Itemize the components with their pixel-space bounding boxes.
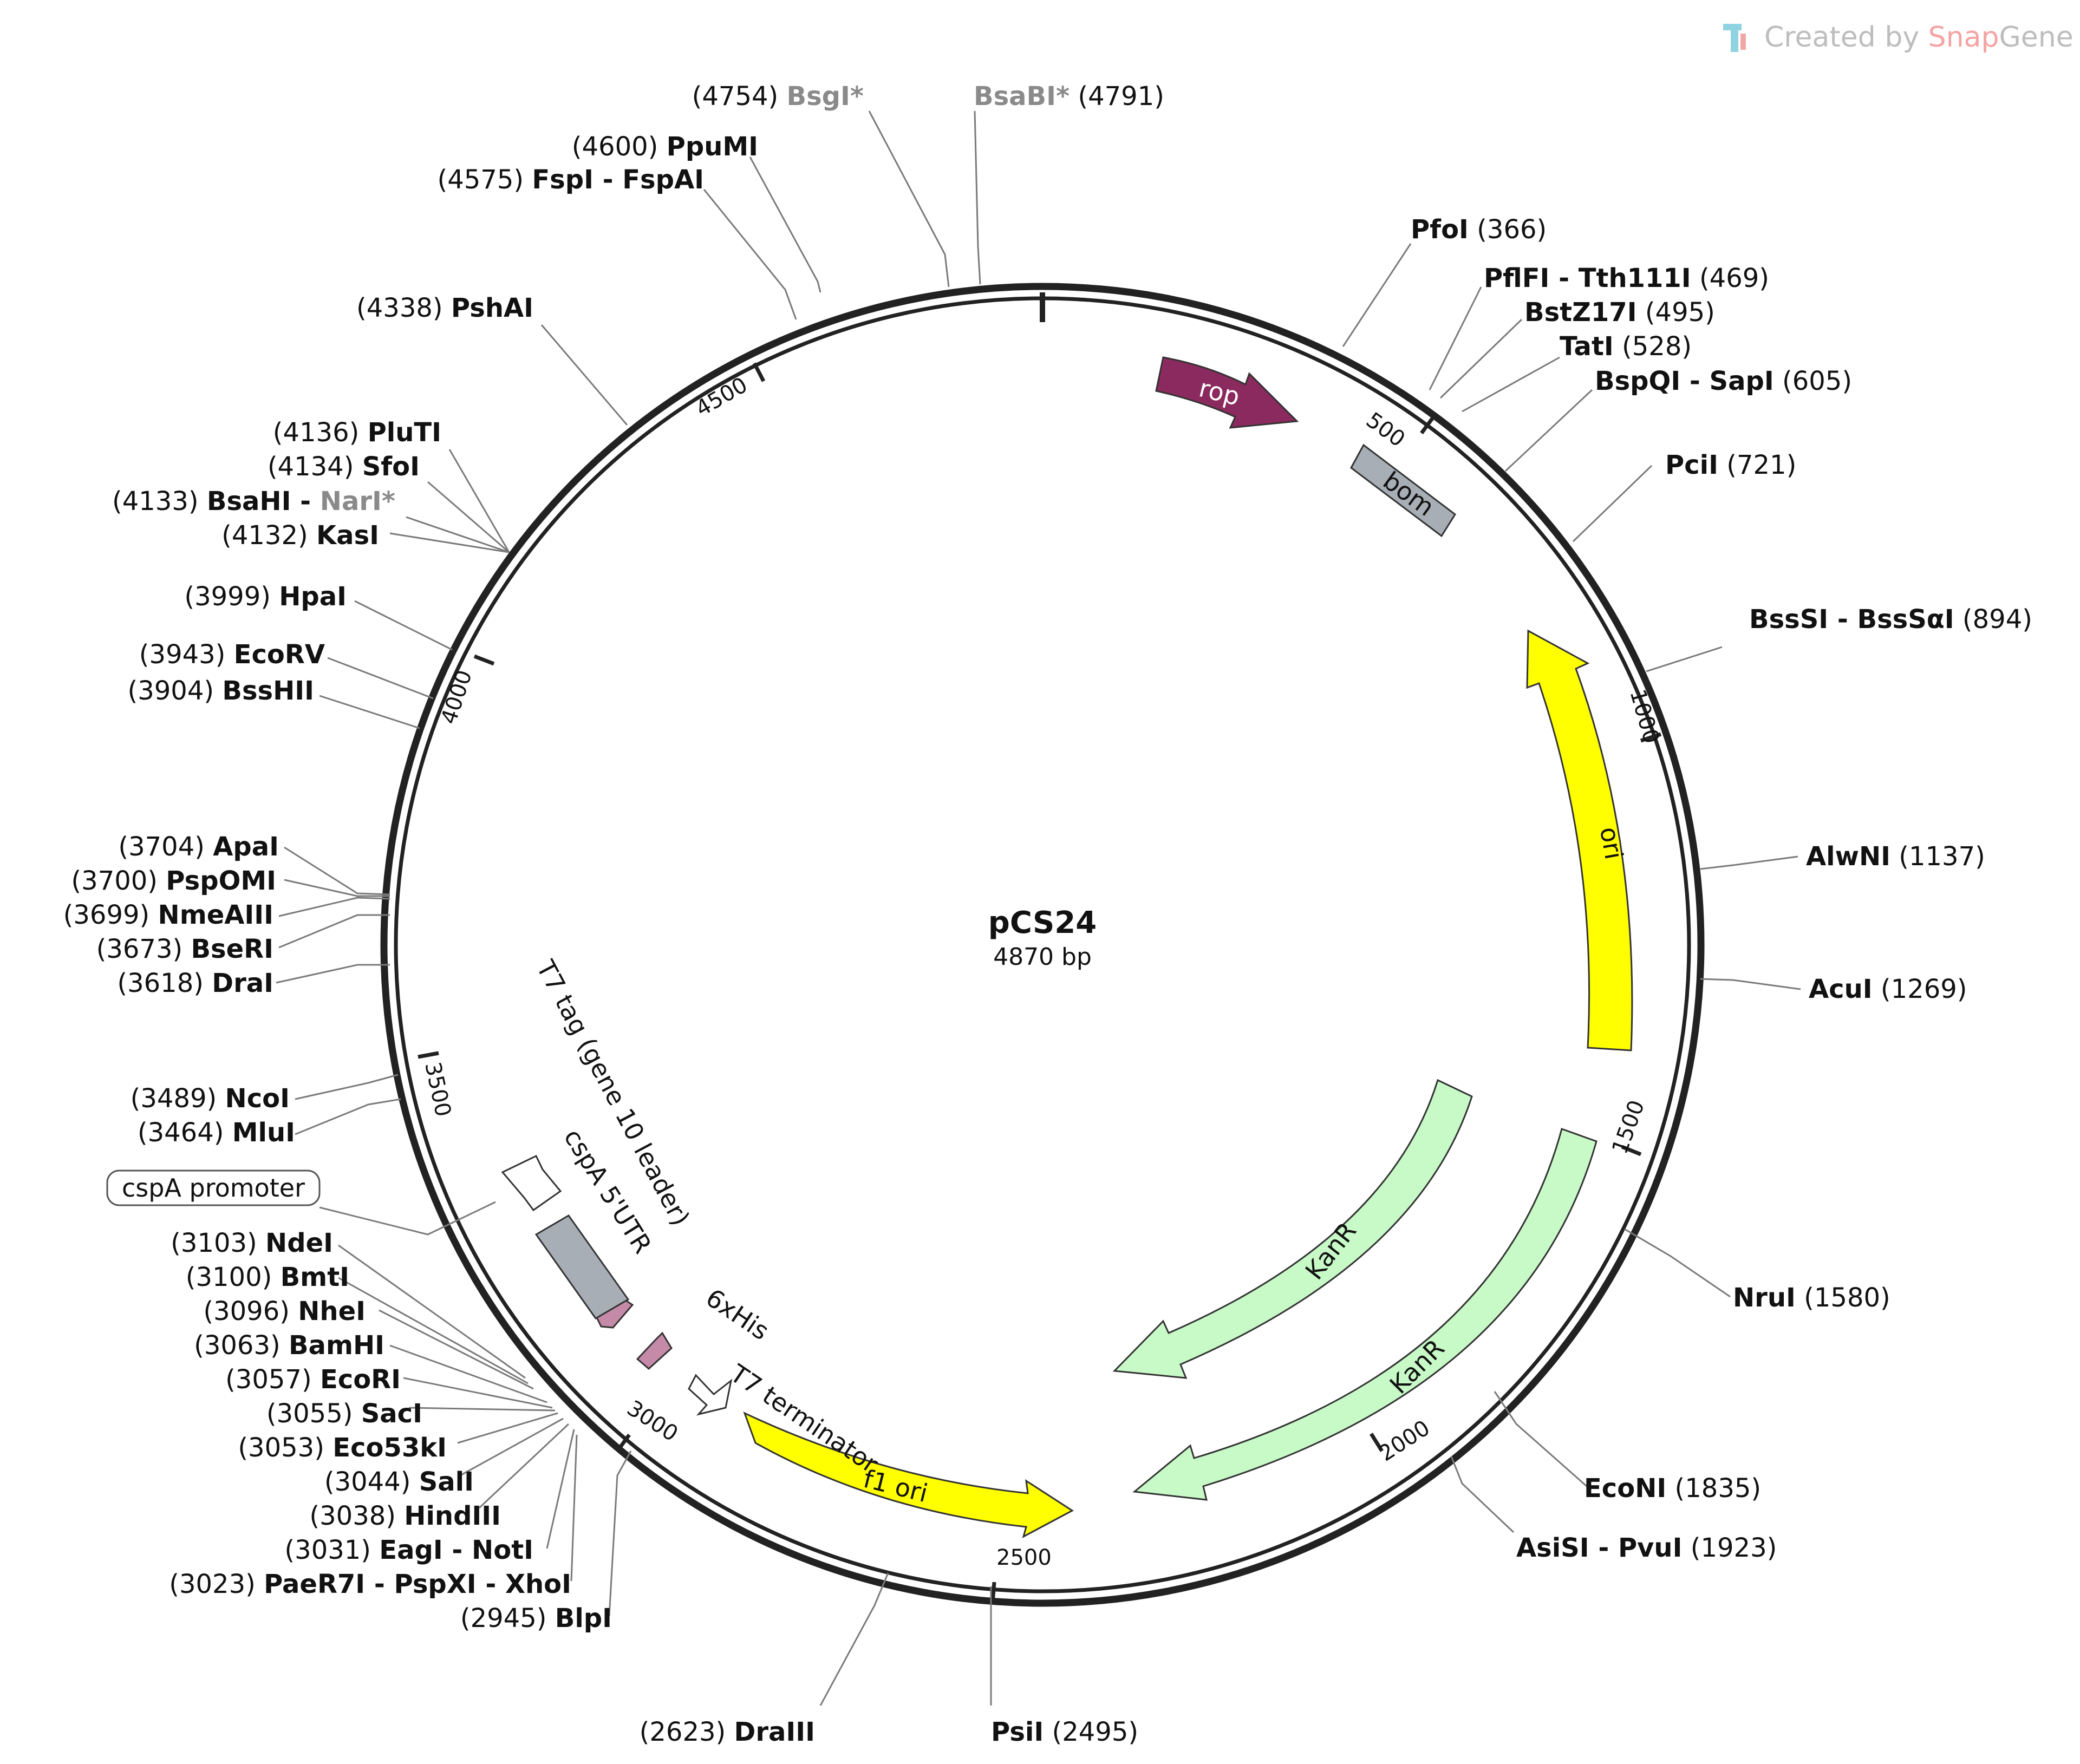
enzyme-eco53ki: (3053) Eco53kI — [238, 1433, 447, 1463]
scale-ticks: 500 1000 1500 2000 2500 3000 3500 4000 4… — [418, 362, 1664, 1603]
enzyme-bamhi: (3063) BamHI — [194, 1330, 384, 1361]
enzyme-paer7i: (3023) PaeR7I - PspXI - XhoI — [169, 1569, 571, 1599]
enzyme-bsabi: BsaBI* (4791) — [974, 81, 1164, 112]
snapgene-logo-icon — [1723, 24, 1746, 52]
enzyme-ecorv: (3943) EcoRV — [139, 639, 325, 670]
enzyme-saci: (3055) SacI — [266, 1399, 422, 1429]
feature-rop-label: rop — [1196, 373, 1243, 411]
tick-label-3000: 3000 — [623, 1396, 682, 1447]
enzyme-blpi: (2945) BlpI — [460, 1603, 612, 1634]
enzyme-psii: PsiI (2495) — [991, 1717, 1138, 1747]
enzyme-bseri: (3673) BseRI — [96, 934, 273, 964]
enzyme-hpai: (3999) HpaI — [184, 582, 347, 612]
enzyme-ppumi: (4600) PpuMI — [572, 132, 758, 162]
enzyme-alwni: AlwNI (1137) — [1806, 841, 1985, 872]
watermark-brand-gene: Gene — [1999, 21, 2073, 54]
enzyme-bsshii: (3904) BssHII — [128, 676, 315, 706]
enzyme-ncoi: (3489) NcoI — [131, 1083, 290, 1114]
feature-bom-box — [1350, 443, 1456, 538]
svg-text:Created by SnapGene: Created by SnapGene — [1764, 21, 2074, 54]
enzyme-nrui: NruI (1580) — [1733, 1283, 1890, 1313]
tick-label-500: 500 — [1361, 408, 1410, 452]
enzyme-fspi: (4575) FspI - FspAI — [437, 165, 704, 195]
enzyme-pshai: (4338) PshAI — [356, 293, 533, 323]
feature-t7-terminator-arrow — [688, 1374, 733, 1416]
feature-6xhis-label: 6xHis — [701, 1283, 774, 1345]
enzyme-eagi: (3031) EagI - NotI — [284, 1535, 533, 1565]
enzyme-hindiii: (3038) HindIII — [309, 1501, 501, 1531]
enzyme-pflfi: PflFI - Tth111I (469) — [1484, 263, 1769, 293]
enzyme-nhei: (3096) NheI — [203, 1296, 366, 1327]
enzyme-ecori: (3057) EcoRI — [225, 1364, 401, 1395]
feature-f1ori-arrow — [743, 1412, 1074, 1538]
enzyme-pfoi: PfoI (366) — [1411, 214, 1547, 245]
enzyme-bsahi: (4133) BsaHI - NarI* — [112, 486, 395, 517]
enzyme-psponi: (3700) PspOMI — [71, 866, 276, 896]
enzyme-tati: TatI (528) — [1560, 331, 1692, 362]
enzyme-mlui: (3464) MluI — [138, 1118, 295, 1148]
enzyme-pcii: PciI (721) — [1665, 450, 1796, 480]
enzyme-acui: AcuI (1269) — [1809, 974, 1967, 1004]
tick-label-1500: 1500 — [1607, 1097, 1649, 1157]
enzyme-bspqi: BspQI - SapI (605) — [1595, 366, 1852, 396]
feature-cspa-promoter-callout: cspA promoter — [106, 1170, 321, 1206]
enzyme-sfoi: (4134) SfoI — [268, 452, 420, 482]
enzyme-econi: EcoNI (1835) — [1584, 1473, 1761, 1504]
feature-cspa-promoter-label: cspA promoter — [122, 1173, 305, 1203]
enzyme-asisi: AsiSI - PvuI (1923) — [1516, 1533, 1777, 1563]
feature-kanr-outer-arrow — [1132, 1128, 1598, 1501]
feature-cspa-utr-box — [534, 1214, 630, 1319]
enzyme-nmeaiii: (3699) NmeAIII — [63, 900, 273, 930]
feature-6xhis-arrow — [636, 1331, 673, 1370]
enzyme-ndei: (3103) NdeI — [171, 1228, 333, 1258]
enzyme-bstz17i: BstZ17I (495) — [1524, 297, 1715, 328]
tick-label-2000: 2000 — [1374, 1415, 1434, 1466]
feature-ori-arrow — [1526, 629, 1633, 1051]
enzyme-pluti: (4136) PluTI — [273, 417, 441, 448]
feature-cspa-promoter-arrow — [501, 1154, 562, 1212]
plasmid-backbone — [380, 283, 1705, 1607]
feature-kanr-inner-arrow — [1112, 1079, 1473, 1379]
enzyme-bsgi: (4754) BsgI* — [692, 81, 864, 112]
plasmid-name: pCS24 — [988, 905, 1097, 940]
enzyme-apai: (3704) ApaI — [118, 832, 279, 862]
enzyme-sali: (3044) SalI — [324, 1467, 474, 1497]
plasmid-length: 4870 bp — [993, 943, 1092, 971]
feature-rop-arrow — [1155, 356, 1299, 429]
feature-ori-label: ori — [1594, 825, 1629, 861]
enzyme-bsssi: BssSI - BssSαI (894) — [1749, 604, 2032, 635]
watermark-prefix: Created by — [1764, 21, 1928, 54]
snapgene-watermark: Created by SnapGene — [1723, 21, 2074, 54]
enzyme-drai: (3618) DraI — [117, 968, 273, 998]
tick-label-2500: 2500 — [996, 1545, 1052, 1570]
enzyme-labels: (4754) BsgI* BsaBI* (4791) (4600) PpuMI … — [63, 81, 2032, 1747]
enzyme-draiii: (2623) DraIII — [640, 1717, 815, 1747]
enzyme-bmti: (3100) BmtI — [186, 1262, 349, 1292]
enzyme-leader-lines — [276, 110, 1801, 1706]
tick-label-3500: 3500 — [420, 1060, 455, 1119]
watermark-brand-snap: Snap — [1928, 21, 1999, 54]
enzyme-kasi: (4132) KasI — [221, 520, 379, 551]
